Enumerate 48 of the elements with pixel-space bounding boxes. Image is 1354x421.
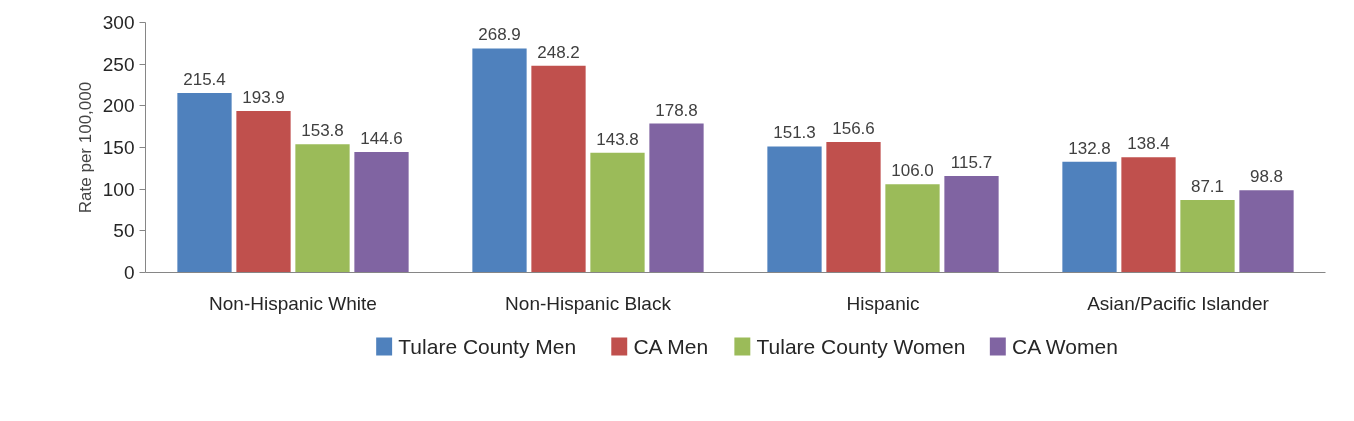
y-tick-label: 200 <box>102 95 135 117</box>
data-label: 143.8 <box>596 129 639 149</box>
y-axis-title: Rate per 100,000 <box>75 81 95 214</box>
bar <box>944 176 999 273</box>
data-label: 193.9 <box>242 87 285 107</box>
data-label: 115.7 <box>950 153 993 173</box>
x-tick-label: Non-Hispanic White <box>209 292 377 314</box>
data-label: 87.1 <box>1190 176 1225 196</box>
bar <box>1062 161 1117 273</box>
x-tick-label: Asian/Pacific Islander <box>1087 292 1270 314</box>
bar <box>1239 190 1294 273</box>
bar <box>1121 157 1176 273</box>
x-tick-label: Non-Hispanic Black <box>505 292 672 314</box>
x-tick-label: Hispanic <box>846 292 920 314</box>
legend-label: Tulare County Men <box>398 335 577 358</box>
bar <box>177 93 232 273</box>
bar <box>767 146 822 273</box>
data-label: 156.6 <box>832 119 875 138</box>
bar <box>590 152 645 273</box>
legend-label: CA Men <box>633 335 709 358</box>
bar <box>236 110 291 273</box>
data-label: 151.3 <box>773 123 816 143</box>
data-label: 215.4 <box>183 70 226 89</box>
bar <box>1180 199 1235 273</box>
legend-label: CA Women <box>1011 335 1118 358</box>
y-tick-label: 150 <box>102 137 135 158</box>
y-tick-label: 50 <box>113 220 135 242</box>
y-tick-label: 300 <box>102 12 135 33</box>
data-label: 138.4 <box>1127 134 1170 154</box>
data-label: 132.8 <box>1068 138 1111 158</box>
y-tick-label: 100 <box>102 178 135 200</box>
data-label: 178.8 <box>655 100 698 120</box>
data-label: 153.8 <box>301 121 344 141</box>
bar <box>885 184 940 273</box>
bar <box>649 123 704 273</box>
bar <box>472 48 527 273</box>
bar <box>354 152 409 273</box>
bar <box>826 142 881 273</box>
legend-label: Tulare County Women <box>756 335 966 358</box>
data-label: 144.6 <box>360 129 403 148</box>
data-label: 98.8 <box>1249 167 1284 187</box>
y-tick-label: 0 <box>123 262 135 283</box>
bar <box>295 144 350 273</box>
y-tick-label: 250 <box>102 53 135 75</box>
data-label: 268.9 <box>478 25 521 45</box>
data-label: 248.2 <box>537 42 580 62</box>
bar <box>531 65 586 273</box>
data-label: 106.0 <box>891 161 934 181</box>
